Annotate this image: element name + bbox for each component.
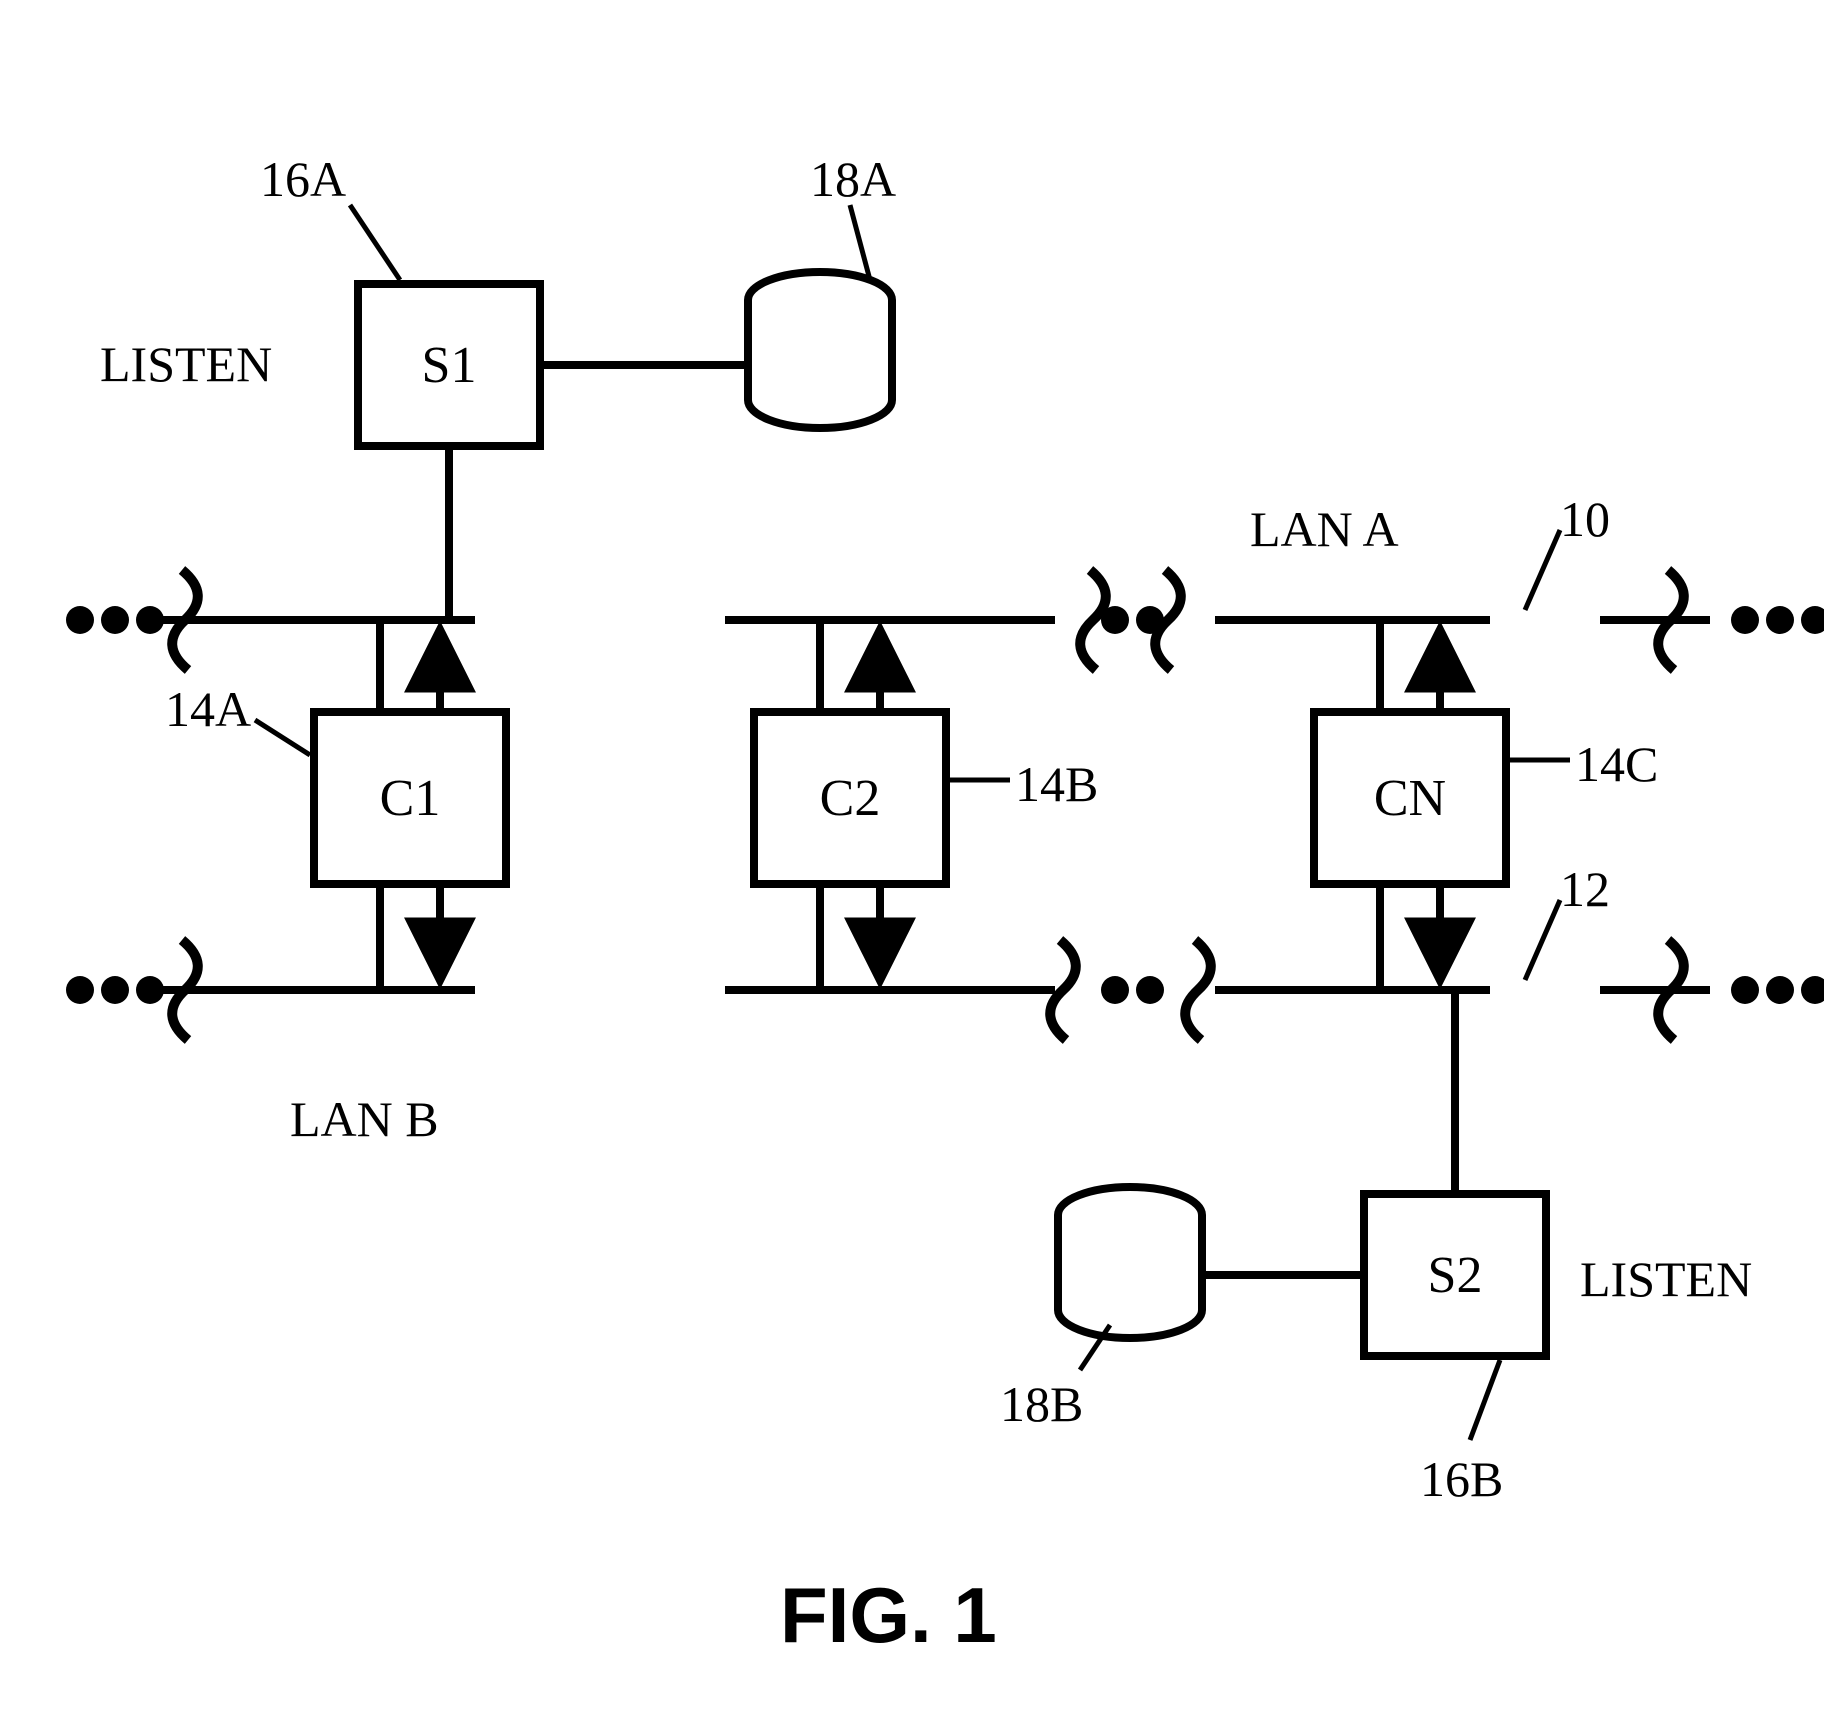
ref-14a: 14A bbox=[165, 680, 251, 738]
ref-14b: 14B bbox=[1015, 755, 1098, 813]
figure-caption: FIG. 1 bbox=[780, 1570, 997, 1661]
diagram-canvas: S1 S2 C1 C2 CN LISTEN LISTEN LAN A LAN B… bbox=[0, 0, 1824, 1709]
listen-s2-label: LISTEN bbox=[1580, 1250, 1752, 1308]
client-c1-label: C1 bbox=[380, 769, 441, 828]
client-c2: C2 bbox=[750, 708, 950, 888]
client-cn-label: CN bbox=[1374, 769, 1446, 828]
database-1 bbox=[748, 272, 892, 428]
ref-18a: 18A bbox=[810, 150, 896, 208]
client-c1: C1 bbox=[310, 708, 510, 888]
client-c2-label: C2 bbox=[820, 769, 881, 828]
lan-b-label: LAN B bbox=[290, 1090, 439, 1148]
ref-16b: 16B bbox=[1420, 1450, 1503, 1508]
ref-16a: 16A bbox=[260, 150, 346, 208]
server-s2-label: S2 bbox=[1428, 1246, 1483, 1305]
listen-s1-label: LISTEN bbox=[100, 335, 272, 393]
server-s1: S1 bbox=[354, 280, 544, 450]
lan-a-label: LAN A bbox=[1250, 500, 1399, 558]
ref-14c: 14C bbox=[1575, 735, 1658, 793]
database-2 bbox=[1058, 1187, 1202, 1338]
lan-a-bus bbox=[66, 570, 1824, 670]
ref-10: 10 bbox=[1560, 490, 1610, 548]
server-s1-label: S1 bbox=[422, 336, 477, 395]
client-cn: CN bbox=[1310, 708, 1510, 888]
ref-18b: 18B bbox=[1000, 1375, 1083, 1433]
lan-b-bus bbox=[66, 940, 1824, 1040]
ref-12: 12 bbox=[1560, 860, 1610, 918]
server-s2: S2 bbox=[1360, 1190, 1550, 1360]
